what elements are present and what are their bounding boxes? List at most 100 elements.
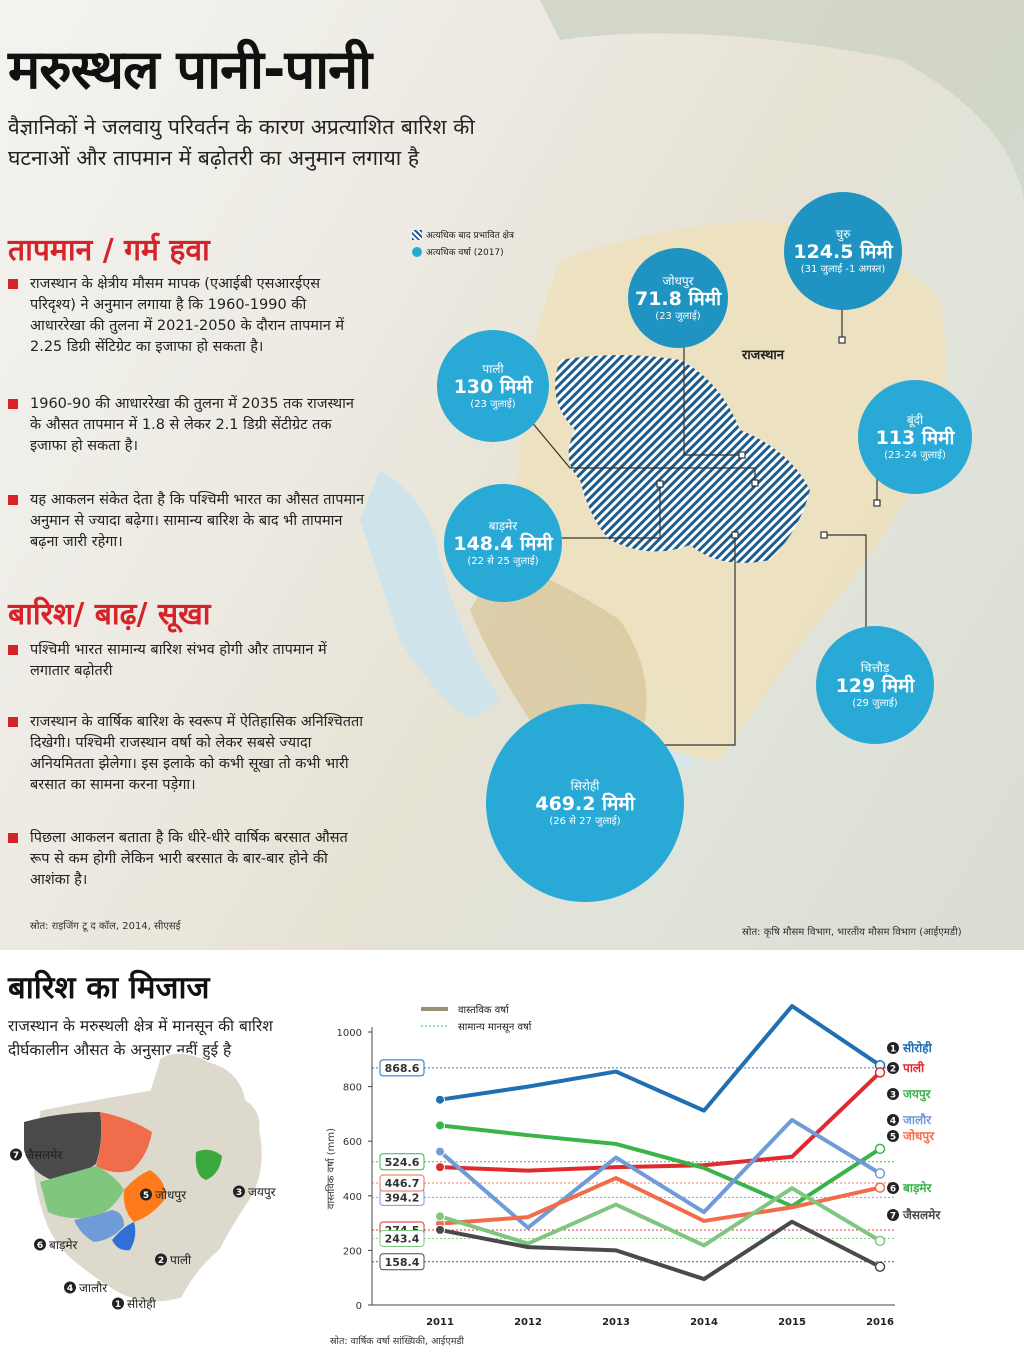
x-tick-label: 2012	[514, 1317, 542, 1328]
line-chart: 0 200 400 600 800 1000 2011 2012 2013 2014 2015 201…	[325, 1004, 941, 1347]
series-number-badge	[887, 1042, 899, 1054]
bubble-jodhpur: जोधपुर 71.8 मिमी (23 जुलाई)	[628, 248, 728, 348]
page-subtitle: वैज्ञानिकों ने जलवायु परिवर्तन के कारण अ…	[8, 115, 475, 170]
series-number-badge	[887, 1182, 899, 1194]
data-point	[874, 1067, 886, 1078]
bubble-date: (23 जुलाई)	[655, 310, 701, 322]
district-number-badge	[233, 1185, 245, 1198]
section-title: बारिश का मिजाज	[8, 970, 210, 1006]
bullet-marker	[8, 399, 18, 409]
normal-label: 446.7	[385, 1177, 420, 1190]
y-tick-label: 0	[356, 1301, 362, 1312]
district-number-badge	[10, 1148, 22, 1161]
district-label: जोधपुर	[155, 1188, 187, 1203]
legend-item-rain: अत्यधिक वर्षा (2017)	[412, 245, 514, 258]
legend-rain-label: अत्यधिक वर्षा (2017)	[426, 248, 504, 258]
temperature-bullet: राजस्थान के क्षेत्रीय मौसम मापक (एआईबी ए…	[8, 274, 365, 358]
district-barmer	[40, 1166, 124, 1219]
bullet-text: राजस्थान के वार्षिक बारिश के स्वरूप में …	[30, 714, 364, 793]
x-tick-label: 2015	[778, 1317, 806, 1328]
data-point	[435, 1146, 445, 1157]
series-number-badge	[887, 1209, 899, 1221]
hatch-swatch	[412, 229, 422, 240]
series-end-label: पाली	[902, 1061, 925, 1075]
district-map	[24, 1052, 264, 1303]
district-jaipur	[195, 1149, 222, 1180]
series-number: 3	[890, 1091, 896, 1101]
bullet-text: 1960-90 की आधाररेखा की तुलना में 2035 तक…	[30, 396, 354, 454]
bullet-marker	[8, 279, 18, 289]
series-end-label: बाड़मेर	[902, 1181, 933, 1195]
bubble-bundi: बूंदी 113 मिमी (23-24 जुलाई)	[858, 380, 972, 494]
bubble-barmer: बाड़मेर 148.4 मिमी (22 से 25 जुलाई)	[444, 484, 562, 602]
series-end-label: जोधपुर	[902, 1129, 935, 1144]
district-number: 4	[67, 1284, 73, 1294]
bullet-marker	[8, 645, 18, 655]
source-map: स्रोत: कृषि मौसम विभाग, भारतीय मौसम विभा…	[742, 927, 962, 938]
bubble-value: 71.8 मिमी	[634, 287, 722, 310]
district-number: 5	[143, 1191, 149, 1201]
district-number: 3	[236, 1188, 242, 1198]
series-number: 5	[890, 1133, 896, 1143]
normal-label-box	[379, 1174, 425, 1192]
temperature-bullet: यह आकलन संकेत देता है कि पश्चिमी भारत का…	[8, 490, 365, 553]
data-point	[435, 1094, 445, 1105]
series-end-label: जैसलमेर	[902, 1208, 941, 1222]
normal-label: 243.4	[385, 1233, 420, 1246]
x-tick-label: 2013	[602, 1317, 630, 1328]
bubble-name: बूंदी	[906, 412, 924, 427]
series-line	[439, 1219, 881, 1282]
bubble-name: पाली	[482, 361, 504, 376]
series-end-label: सीरोही	[902, 1041, 933, 1055]
terrain-map	[360, 0, 1024, 770]
source-left: स्रोत: राइजिंग टू द कॉल, 2014, सीएसई	[30, 921, 181, 932]
bubble-date: (29 जुलाई)	[852, 697, 898, 709]
data-point	[435, 1224, 445, 1235]
bullet-marker	[8, 495, 18, 505]
district-number-badge	[155, 1253, 167, 1266]
district-jodhpur	[96, 1112, 152, 1173]
district-sirohi	[112, 1222, 136, 1251]
bubble-date: (22 से 25 जुलाई)	[467, 555, 539, 567]
series-number: 7	[890, 1212, 896, 1222]
district-label: बाड़मेर	[49, 1238, 79, 1252]
district-jalore	[74, 1210, 124, 1242]
map-legend: अत्यधिक बाद प्रभावित क्षेत्र अत्यधिक वर्…	[412, 228, 514, 262]
series-end-label: जयपुर	[902, 1087, 932, 1102]
legend-normal-label: सामान्य मानसून वर्षा	[458, 1021, 532, 1033]
x-tick-label: 2011	[426, 1317, 454, 1328]
bubble-chittor: चित्तौड़ 129 मिमी (29 जुलाई)	[816, 626, 934, 744]
temperature-heading: तापमान / गर्म हवा	[8, 233, 210, 268]
data-point	[874, 1235, 886, 1247]
series-line	[439, 1004, 882, 1113]
page-title: मरुस्थल पानी-पानी	[8, 38, 372, 101]
y-tick-label: 800	[343, 1083, 362, 1094]
bullet-text: पिछला आकलन बताता है कि धीरे-धीरे वार्षिक…	[30, 830, 348, 888]
bubble-value: 148.4 मिमी	[453, 532, 553, 555]
normal-label: 158.4	[385, 1256, 420, 1269]
district-jaisalmer	[24, 1112, 102, 1180]
district-label: जैसलमेर	[25, 1148, 63, 1162]
bubble-name: चुरु	[835, 226, 851, 241]
normal-label: 394.2	[385, 1191, 420, 1204]
series-number: 4	[890, 1117, 896, 1127]
rain-chart: 7 जैसलमेर 5 जोधपुर 3 जयपुर 6 बाड़मेर 2 पाली 4 जालौर…	[10, 1004, 941, 1347]
series-line	[439, 1186, 882, 1248]
district-number: 2	[158, 1256, 164, 1266]
district-map-labels: 7 जैसलमेर 5 जोधपुर 3 जयपुर 6 बाड़मेर 2 पाली 4 जालौर…	[10, 1148, 277, 1311]
bubble-pali: पाली 130 मिमी (23 जुलाई)	[437, 330, 549, 442]
bubble-date: (23 जुलाई)	[470, 398, 516, 410]
bubble-name: बाड़मेर	[488, 518, 518, 533]
bubble-value: 113 मिमी	[875, 426, 955, 449]
district-label: जयपुर	[248, 1185, 277, 1200]
bullet-text: राजस्थान के क्षेत्रीय मौसम मापक (एआईबी ए…	[30, 276, 345, 355]
y-tick-label: 1000	[337, 1028, 362, 1039]
bubble-value: 469.2 मिमी	[535, 792, 635, 815]
x-tick-label: 2014	[690, 1317, 718, 1328]
series-number: 6	[890, 1185, 896, 1195]
series-number-badge	[887, 1088, 899, 1100]
bubble-sirohi: सिरोही 469.2 मिमी (26 से 27 जुलाई)	[486, 704, 684, 902]
data-point	[435, 1120, 445, 1131]
data-point	[874, 1182, 886, 1193]
bubble-value: 129 मिमी	[835, 674, 915, 697]
